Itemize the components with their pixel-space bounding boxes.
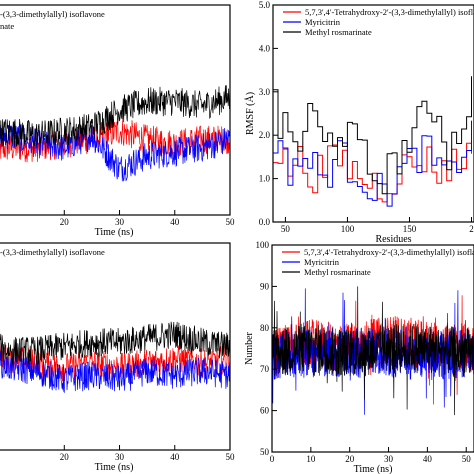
plot-frame (0, 4, 231, 216)
x-tick-label: 50 (462, 454, 472, 464)
x-tick-label: 20 (345, 454, 355, 464)
plot-frame (0, 242, 231, 451)
y-tick-label: 100 (256, 240, 270, 250)
x-tick-label: 40 (170, 452, 180, 462)
y-tick-label: 5.0 (259, 0, 271, 10)
x-axis-label: Time (ns) (95, 462, 134, 473)
chart-panel-top-left: 20 30 40 50 Time (ns) -(3,3-dimethylallyl) is… (0, 4, 236, 238)
chart-panel-top-right: 50 100 150 2 0.0 1.0 2.0 3.0 4.0 5.0 Residues RMSF … (244, 0, 474, 245)
y-tick-label: 60 (260, 406, 270, 416)
y-tick-label: 3.0 (259, 87, 271, 97)
y-axis-label: Number (244, 331, 255, 364)
chart-panel-bottom-left: 20 30 40 50 Time (ns) -(3,3-dimethylallyl) is… (0, 242, 236, 473)
x-tick-label: 2 (469, 224, 474, 234)
x-tick-label: 40 (170, 217, 180, 227)
x-axis-label: Residues (375, 234, 411, 245)
series-line-black (273, 76, 472, 195)
legend: 5,7,3',4'-Tetrahydroxy-2'-(3,3-dimethyla… (283, 7, 474, 37)
x-tick-label: 30 (115, 452, 125, 462)
legend-entry: 5,7,3',4'-Tetrahydroxy-2'-(3,3-dimethyla… (305, 7, 474, 17)
y-tick-label: 0.0 (259, 217, 271, 227)
plot-area (273, 76, 472, 207)
y-tick-label: 70 (260, 364, 270, 374)
legend-entry: nate (0, 21, 14, 31)
legend-entry: Methyl rosmarinate (305, 27, 372, 37)
x-tick-label: 40 (423, 454, 433, 464)
series-line-black (0, 85, 230, 149)
series-line-blue (273, 120, 472, 207)
legend-entry: -(3,3-dimethylallyl) isoflavone (0, 9, 105, 19)
plot-frame (272, 4, 474, 223)
x-tick-label: 10 (306, 454, 316, 464)
series-line-black (272, 286, 474, 416)
x-tick-label: 20 (60, 452, 70, 462)
y-tick-label: 2.0 (259, 130, 271, 140)
chart-panel-bottom-right: 0 10 20 30 40 50 50 60 70 80 90 100 Time (ns) Number 5… (244, 240, 474, 474)
y-axis-label: RMSF (Å) (244, 92, 256, 135)
plot-frame (271, 244, 474, 453)
series-line-black (0, 321, 230, 366)
x-tick-label: 30 (115, 217, 125, 227)
x-tick-label: 50 (226, 217, 236, 227)
y-tick-label: 90 (260, 281, 270, 291)
plot-area (0, 321, 230, 394)
series-line-red (273, 142, 472, 203)
legend-entry: Methyl rosmarinate (304, 267, 371, 277)
x-tick-label: 50 (281, 224, 291, 234)
legend-entry: Myricitrin (304, 257, 340, 267)
y-tick-label: 80 (260, 323, 270, 333)
x-axis-label: Time (ns) (354, 464, 393, 474)
series-line-blue (0, 349, 230, 394)
y-tick-label: 50 (260, 447, 270, 457)
x-tick-label: 100 (341, 224, 355, 234)
legend: 5,7,3',4'-Tetrahydroxy-2'-(3,3-dimethyla… (282, 247, 474, 277)
x-tick-label: 150 (403, 224, 417, 234)
legend-entry: -(3,3-dimethylallyl) isoflavone (0, 247, 105, 257)
legend: -(3,3-dimethylallyl) isoflavone (0, 247, 105, 257)
x-axis-label: Time (ns) (95, 227, 134, 238)
plot-area (272, 286, 474, 416)
x-tick-label: 30 (384, 454, 394, 464)
x-tick-label: 50 (226, 452, 236, 462)
legend-entry: 5,7,3',4'-Tetrahydroxy-2'-(3,3-dimethyla… (304, 247, 474, 257)
legend-entry: Myricitrin (305, 17, 341, 27)
x-tick-label: 0 (270, 454, 275, 464)
y-tick-label: 4.0 (259, 43, 271, 53)
x-tick-label: 20 (60, 217, 70, 227)
legend: -(3,3-dimethylallyl) isoflavone nate (0, 9, 105, 31)
y-tick-label: 1.0 (259, 174, 271, 184)
plot-area (0, 85, 230, 182)
